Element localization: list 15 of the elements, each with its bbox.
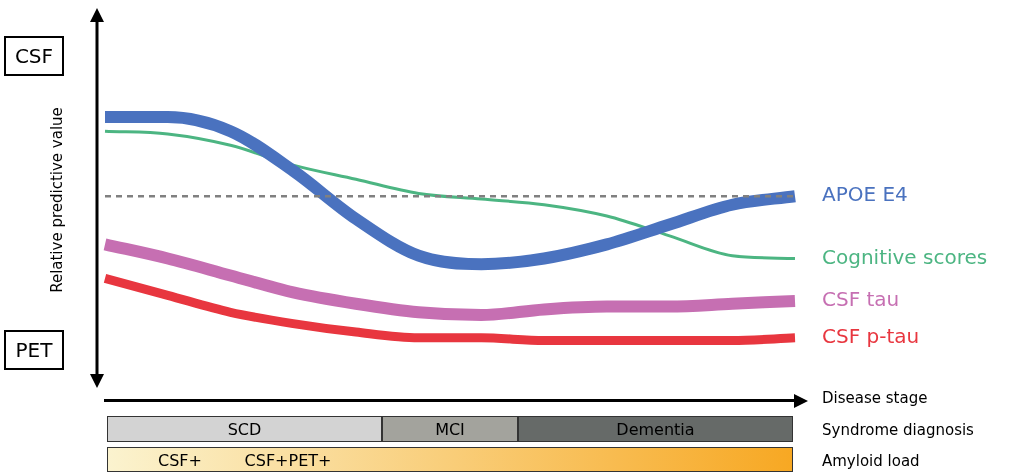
text: CSF [14, 44, 54, 68]
text: SCD [227, 419, 262, 439]
text: Syndrome diagnosis [822, 421, 974, 439]
text: PET [15, 338, 53, 362]
text: Amyloid load [822, 452, 920, 470]
text: MCI [435, 419, 465, 439]
text: Dementia [616, 419, 695, 439]
x-axis-title: Disease stage [822, 389, 928, 407]
text: CSF+PET+ [244, 450, 332, 470]
text: CSF+ [158, 450, 202, 470]
y-axis-title: Relative predictive value [48, 107, 66, 293]
series-label: CSF p-tau [822, 323, 920, 348]
series-label: APOE E4 [822, 182, 908, 207]
series-label: CSF tau [822, 287, 900, 312]
series-label: Cognitive scores [822, 244, 988, 269]
